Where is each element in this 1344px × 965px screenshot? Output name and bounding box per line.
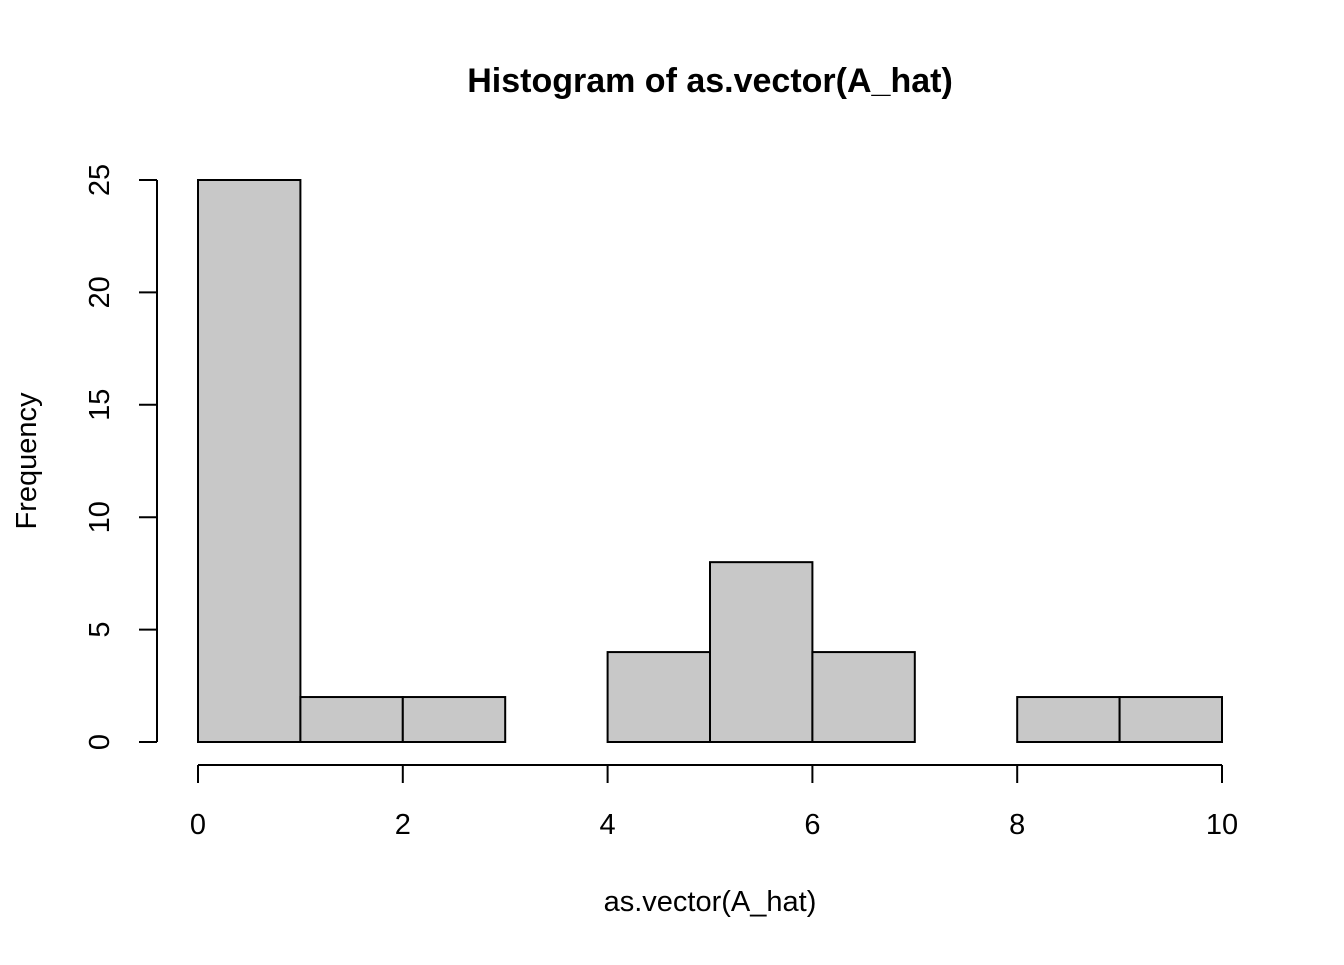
- y-axis: 0 5 10 15 20 25: [84, 164, 158, 750]
- histogram-bar: [606, 651, 711, 744]
- histogram-bar: [811, 651, 916, 744]
- x-tick-label: 8: [1009, 809, 1025, 841]
- histogram-bar: [1118, 696, 1223, 743]
- y-tick-label: 0: [84, 734, 116, 750]
- histogram-bar: [1016, 696, 1121, 743]
- x-tick-label: 6: [804, 809, 820, 841]
- y-axis-label: Frequency: [11, 392, 43, 530]
- chart-title: Histogram of as.vector(A_hat): [467, 62, 953, 100]
- y-tick-label: 20: [84, 276, 116, 308]
- histogram-bar: [401, 696, 507, 743]
- bars: [197, 179, 1223, 744]
- y-tick-label: 25: [84, 164, 116, 196]
- y-tick-label: 10: [84, 501, 116, 533]
- histogram-bar: [197, 179, 302, 743]
- histogram-bar: [709, 561, 814, 743]
- x-tick-label: 10: [1206, 809, 1238, 841]
- histogram-bar: [299, 696, 404, 743]
- x-tick-label: 2: [395, 809, 411, 841]
- x-axis: 0 2 4 6 8 10: [190, 764, 1238, 841]
- x-axis-label: as.vector(A_hat): [604, 886, 817, 918]
- x-tick-label: 0: [190, 809, 206, 841]
- y-tick-label: 5: [84, 622, 116, 638]
- y-tick-label: 15: [84, 389, 116, 421]
- x-tick-label: 4: [600, 809, 616, 841]
